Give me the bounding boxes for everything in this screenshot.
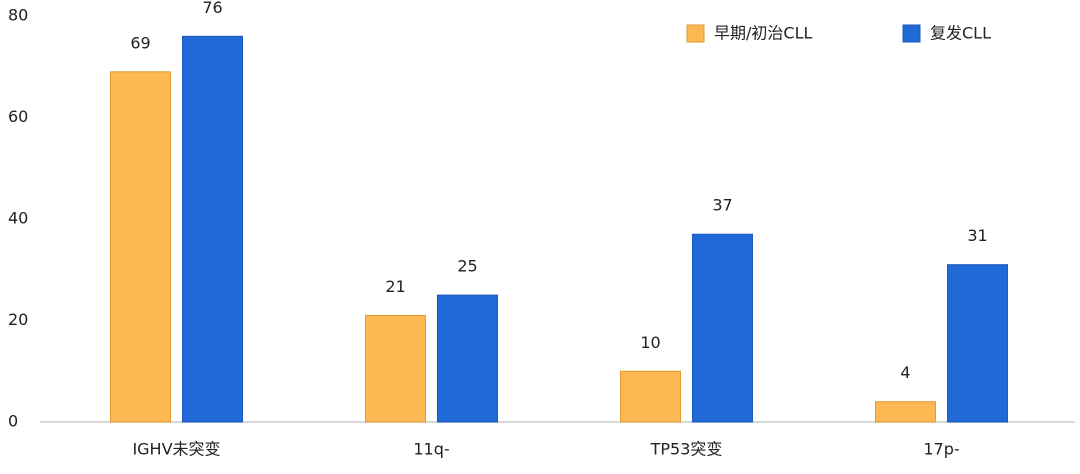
legend-swatch: [686, 24, 705, 43]
value-label: 4: [900, 363, 910, 382]
value-label: 10: [640, 333, 660, 352]
y-tick-label: 20: [8, 310, 28, 329]
y-tick-label: 60: [8, 107, 28, 126]
value-label: 31: [967, 226, 987, 245]
y-tick-label: 40: [8, 209, 28, 228]
bar: [365, 314, 426, 423]
legend-swatch: [902, 24, 921, 43]
bar: [947, 264, 1008, 423]
bar: [182, 35, 243, 423]
bar: [692, 233, 753, 423]
bar: [875, 401, 936, 423]
value-label: 76: [202, 0, 222, 17]
value-label: 21: [385, 277, 405, 296]
y-tick-label: 0: [8, 412, 18, 431]
bar: [620, 370, 681, 423]
legend-label: 早期/初治CLL: [714, 24, 812, 43]
legend-label: 复发CLL: [930, 24, 991, 43]
value-label: 25: [457, 257, 477, 276]
x-tick-label: 11q-: [413, 440, 449, 459]
value-label: 69: [130, 33, 150, 52]
y-tick-label: 80: [8, 6, 28, 25]
bar: [110, 71, 171, 423]
value-label: 37: [712, 196, 732, 215]
bar: [437, 294, 498, 423]
x-tick-label: TP53突变: [650, 440, 723, 459]
x-tick-label: IGHV未突变: [132, 440, 220, 459]
x-tick-label: 17p-: [923, 440, 959, 459]
